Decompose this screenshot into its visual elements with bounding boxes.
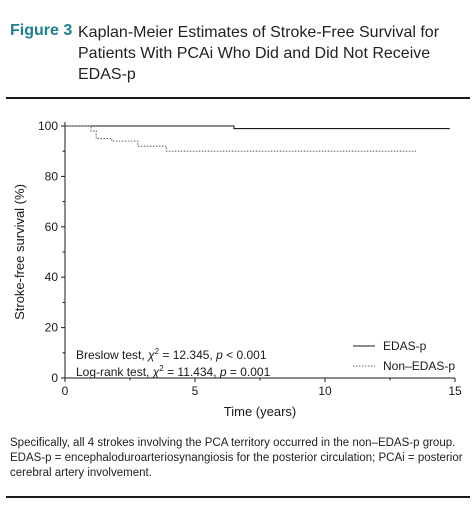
annotation-part: χ <box>152 365 160 379</box>
series-line-non-edas-p <box>65 125 416 152</box>
x-tick-label: 0 <box>62 384 69 398</box>
stat-annotation: Breslow test, χ2 = 12.345, p < 0.001 <box>76 347 267 362</box>
annotation-part: = 0.001 <box>227 365 271 379</box>
annotation-part: < 0.001 <box>223 348 267 362</box>
x-axis-label: Time (years) <box>224 404 296 419</box>
annotation-part: = 12.345, <box>159 348 216 362</box>
annotation-part: Log-rank test, <box>76 365 153 379</box>
y-tick-label: 60 <box>45 220 59 234</box>
series-line-edas-p <box>65 125 450 130</box>
stat-annotation: Log-rank test, χ2 = 11.434, p = 0.001 <box>76 364 271 379</box>
y-tick-label: 0 <box>51 371 58 385</box>
y-tick-label: 80 <box>45 169 59 183</box>
x-tick-label: 15 <box>448 384 462 398</box>
annotation-part: 2 <box>159 364 164 373</box>
y-axis-label: Stroke-free survival (%) <box>12 184 27 320</box>
y-tick-label: 20 <box>45 321 59 335</box>
figure-title: Kaplan-Meier Estimates of Stroke-Free Su… <box>78 24 440 83</box>
bottom-rule <box>6 496 470 498</box>
figure-label: Figure 3 <box>10 22 73 39</box>
annotation-part: Breslow test, <box>76 348 148 362</box>
x-tick-label: 5 <box>192 384 199 398</box>
annotation-part: 2 <box>155 347 160 356</box>
annotation-part: p <box>215 348 223 362</box>
km-chart: 0 5 10 15 0 20 40 60 80 100 Time (years) Stroke-fre… <box>12 119 462 419</box>
annotation-part: = 11.434, <box>164 365 220 379</box>
annotation-part: χ <box>147 348 155 362</box>
legend-label: EDAS-p <box>383 339 427 353</box>
y-tick-label: 100 <box>38 119 58 133</box>
legend-label: Non–EDAS-p <box>383 359 455 373</box>
x-tick-label: 10 <box>318 384 332 398</box>
y-tick-label: 40 <box>45 270 59 284</box>
figure-caption: Specifically, all 4 strokes involving th… <box>10 437 463 479</box>
top-rule <box>6 97 470 99</box>
annotation-part: p <box>219 365 227 379</box>
